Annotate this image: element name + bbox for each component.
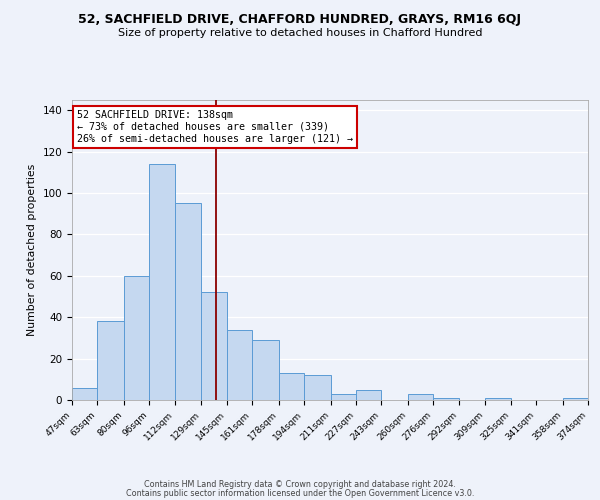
Text: Contains HM Land Registry data © Crown copyright and database right 2024.: Contains HM Land Registry data © Crown c… (144, 480, 456, 489)
Bar (563, 398, 588, 400)
Bar (227, 330, 252, 400)
Bar (97, 322, 124, 400)
Bar (252, 340, 279, 400)
Bar (124, 276, 149, 400)
Bar (72, 388, 97, 400)
Text: 52 SACHFIELD DRIVE: 138sqm
← 73% of detached houses are smaller (339)
26% of sem: 52 SACHFIELD DRIVE: 138sqm ← 73% of deta… (77, 110, 353, 144)
Bar (202, 292, 227, 400)
Text: 52, SACHFIELD DRIVE, CHAFFORD HUNDRED, GRAYS, RM16 6QJ: 52, SACHFIELD DRIVE, CHAFFORD HUNDRED, G… (79, 12, 521, 26)
Bar (408, 394, 433, 400)
Bar (175, 204, 202, 400)
Bar (485, 398, 511, 400)
Text: Size of property relative to detached houses in Chafford Hundred: Size of property relative to detached ho… (118, 28, 482, 38)
Bar (331, 394, 356, 400)
Bar (433, 398, 458, 400)
Bar (149, 164, 175, 400)
Bar (279, 373, 304, 400)
Bar (356, 390, 381, 400)
Y-axis label: Number of detached properties: Number of detached properties (27, 164, 37, 336)
Text: Contains public sector information licensed under the Open Government Licence v3: Contains public sector information licen… (126, 489, 474, 498)
Bar (304, 375, 331, 400)
